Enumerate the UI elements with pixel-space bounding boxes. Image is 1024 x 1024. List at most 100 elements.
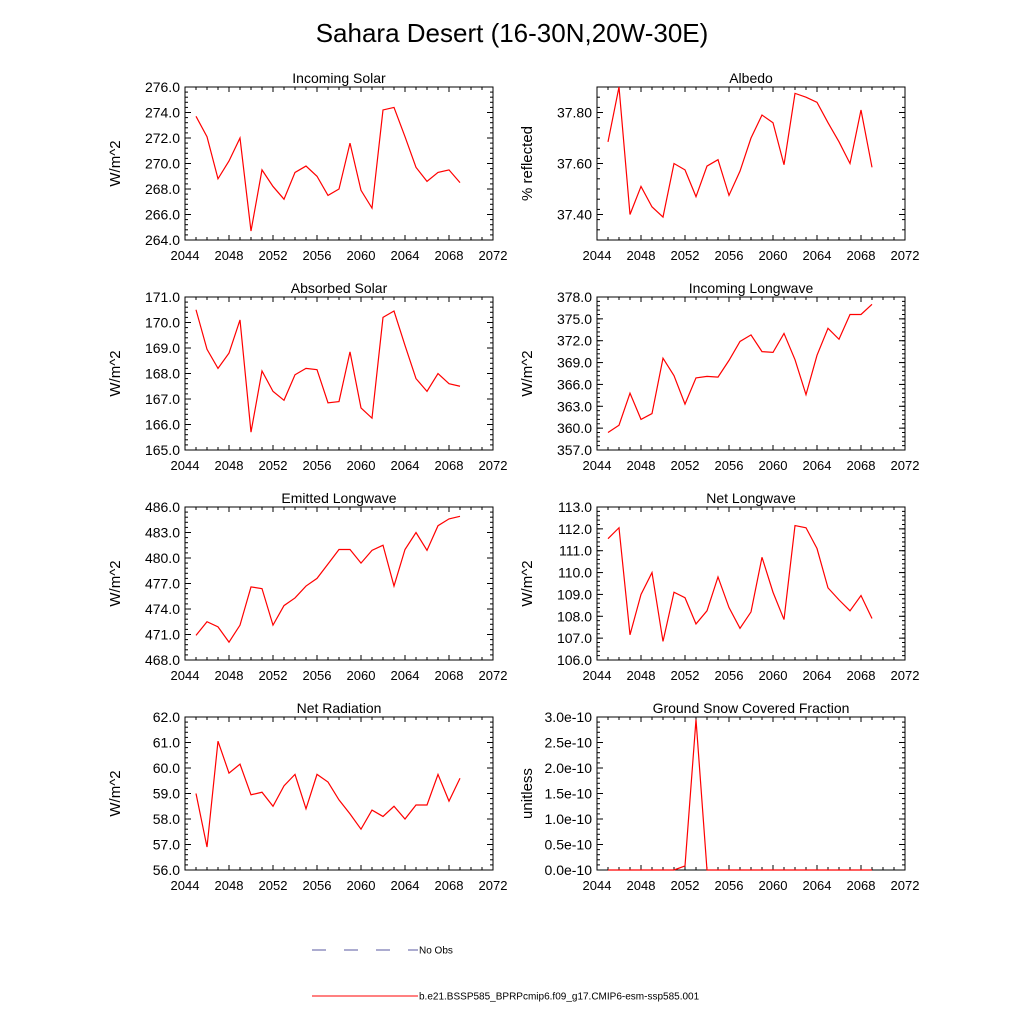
y-tick-label: 165.0 [145,442,180,458]
y-tick-label: 366.0 [557,376,592,392]
x-tick-label: 2052 [259,878,288,893]
x-tick-label: 2052 [671,668,700,683]
x-tick-label: 2068 [435,248,464,263]
y-tick-label: 58.0 [153,811,180,827]
y-tick-label: 378.0 [557,289,592,305]
x-tick-label: 2068 [435,878,464,893]
y-axis-label: W/m^2 [519,560,536,606]
series-line [195,106,461,232]
x-tick-label: 2060 [759,248,788,263]
legend: No Obs b.e21.BSSP585_BPRPcmip6.f09_g17.C… [312,946,700,1003]
x-tick-label: 2044 [171,668,200,683]
x-tick-label: 2060 [347,878,376,893]
y-tick-label: 106.0 [557,652,592,668]
x-tick-label: 2072 [891,878,920,893]
x-tick-label: 2064 [803,458,832,473]
plot-frame [596,716,906,871]
x-tick-label: 2048 [215,668,244,683]
x-tick-label: 2048 [215,878,244,893]
x-tick-label: 2060 [759,458,788,473]
panel-title: Incoming Solar [292,70,386,86]
y-tick-label: 3.0e-10 [545,709,593,725]
legend-obs-label: No Obs [419,946,453,957]
y-tick-label: 276.0 [145,79,180,95]
y-tick-label: 360.0 [557,420,592,436]
figure-title: Sahara Desert (16-30N,20W-30E) [316,18,709,48]
y-tick-label: 108.0 [557,608,592,624]
x-tick-label: 2048 [627,878,656,893]
x-tick-label: 2044 [171,878,200,893]
x-tick-label: 2044 [171,248,200,263]
x-tick-label: 2048 [627,458,656,473]
y-tick-label: 270.0 [145,156,180,172]
x-tick-label: 2048 [215,248,244,263]
y-tick-label: 109.0 [557,586,592,602]
x-tick-label: 2044 [583,668,612,683]
y-tick-label: 363.0 [557,398,592,414]
x-tick-label: 2064 [391,248,420,263]
plot-frame [596,506,906,661]
series-line [195,741,461,848]
y-axis-label: W/m^2 [519,350,536,396]
y-tick-label: 272.0 [145,130,180,146]
x-tick-label: 2052 [259,458,288,473]
y-axis-label: W/m^2 [107,560,124,606]
series-line [195,515,461,644]
y-tick-label: 264.0 [145,232,180,248]
y-tick-label: 111.0 [559,543,592,559]
x-tick-label: 2056 [303,668,332,683]
panel-title: Albedo [729,70,773,86]
x-tick-label: 2060 [347,458,376,473]
y-tick-label: 62.0 [153,709,180,725]
y-tick-label: 57.0 [153,837,180,853]
x-tick-label: 2056 [715,248,744,263]
y-tick-label: 59.0 [153,786,180,802]
x-tick-label: 2060 [347,668,376,683]
x-tick-label: 2052 [671,878,700,893]
panel-7: 2044 2048 2052 2056 2060 2064 2068 2072 56.0 57.0… [107,700,507,893]
series-line [195,309,461,433]
x-tick-label: 2052 [259,668,288,683]
series-line [607,86,873,219]
x-tick-label: 2044 [171,458,200,473]
x-tick-label: 2060 [759,668,788,683]
panel-title: Incoming Longwave [689,280,814,296]
x-tick-label: 2056 [303,248,332,263]
panel-title: Net Longwave [706,490,796,506]
y-tick-label: 56.0 [153,862,180,878]
x-tick-label: 2068 [847,878,876,893]
y-tick-label: 268.0 [145,181,180,197]
x-tick-label: 2056 [715,458,744,473]
x-tick-label: 2052 [671,248,700,263]
y-axis-label: W/m^2 [107,770,124,816]
plot-frame [184,86,494,241]
x-tick-label: 2068 [847,248,876,263]
x-tick-label: 2072 [479,458,508,473]
x-tick-label: 2068 [435,668,464,683]
y-tick-label: 480.0 [145,550,180,566]
y-tick-label: 471.0 [145,627,180,643]
y-tick-label: 266.0 [145,207,180,223]
y-tick-label: 1.0e-10 [545,811,593,827]
y-tick-label: 166.0 [145,417,180,433]
x-tick-label: 2068 [847,668,876,683]
x-tick-label: 2044 [583,458,612,473]
x-tick-label: 2052 [671,458,700,473]
panel-8: 2044 2048 2052 2056 2060 2064 2068 2072 0.0e-10 0… [519,700,919,893]
x-tick-label: 2064 [803,878,832,893]
y-tick-label: 274.0 [145,105,180,121]
y-tick-label: 37.80 [557,105,592,121]
x-tick-label: 2072 [479,668,508,683]
x-tick-label: 2060 [759,878,788,893]
y-tick-label: 0.0e-10 [545,862,593,878]
panel-title: Ground Snow Covered Fraction [653,700,850,716]
x-tick-label: 2044 [583,878,612,893]
y-tick-label: 375.0 [557,311,592,327]
y-tick-label: 486.0 [145,499,180,515]
plot-frame [596,296,906,451]
y-tick-label: 110.0 [558,565,592,581]
x-tick-label: 2056 [715,668,744,683]
plot-frame [596,86,906,241]
y-tick-label: 169.0 [145,340,180,356]
